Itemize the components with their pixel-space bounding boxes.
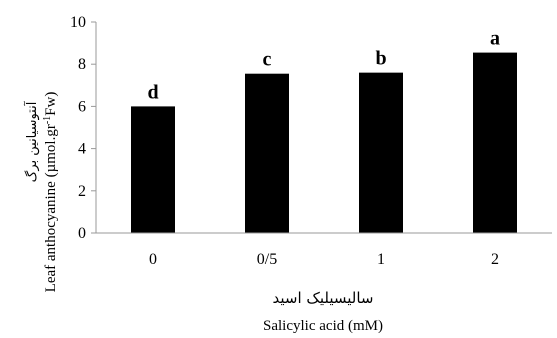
x-tick-label: 1 [377,251,385,268]
y-tick-label: 0 [78,225,86,242]
y-tick-label: 8 [78,56,86,73]
y-tick-label: 6 [78,98,86,115]
x-tick-label: 0 [149,251,157,268]
bar [245,73,289,233]
bars [131,52,517,233]
x-tick-label: 0/5 [257,251,277,268]
bar [131,106,175,233]
y-axis-label-persian: آنتوسیانین برگ [23,100,40,182]
y-axis-label: Leaf anthocyanine (µmol.gr-1Fw) [42,92,60,293]
y-tick-label: 2 [78,183,86,200]
significance-letter: b [375,48,386,70]
x-tick-label: 2 [491,251,499,268]
y-axis-title: Leaf anthocyanine (µmol.gr-1Fw) آنتوسیان… [23,92,59,293]
x-axis-label: Salicylic acid (mM) [263,318,383,334]
x-tick-labels: 0 0/5 1 2 [149,251,499,268]
significance-letter: a [490,28,500,50]
y-tick-label: 4 [78,141,86,158]
y-tick-labels: 0 2 4 6 8 10 [70,14,96,242]
bar [359,72,403,233]
significance-letter: d [147,81,158,103]
significance-letters: d c b a [147,28,500,104]
bar [473,52,517,233]
significance-letter: c [263,49,272,71]
y-tick-label: 10 [70,14,86,31]
x-axis-label-persian: سالیسیلیک اسید [273,289,374,307]
